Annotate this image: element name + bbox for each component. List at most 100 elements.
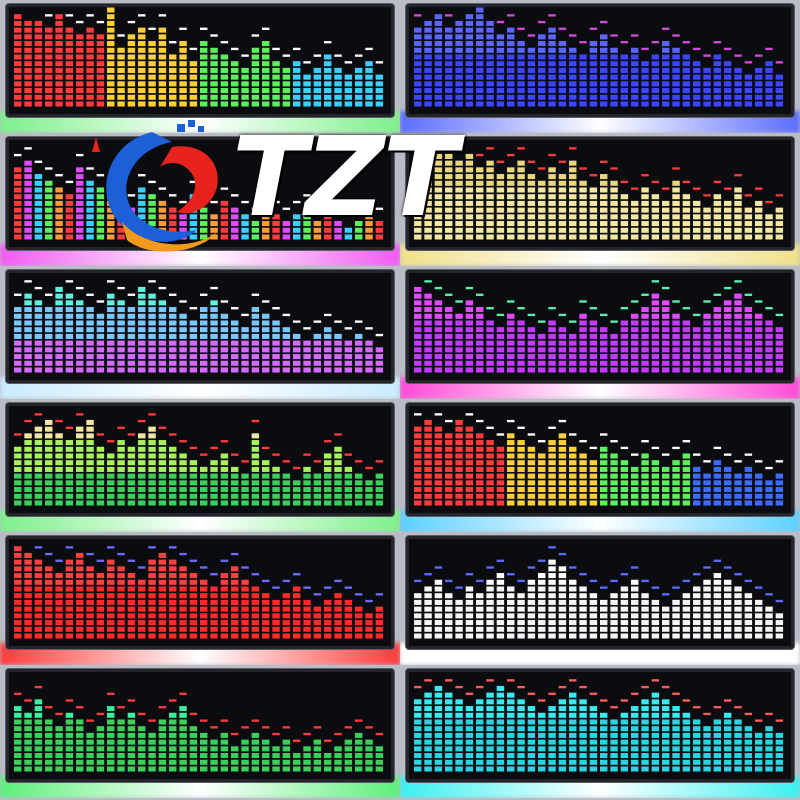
spectrum-bar (496, 160, 505, 240)
spectrum-bar (610, 706, 618, 772)
peak-marker (34, 286, 43, 290)
peak-marker (527, 160, 536, 163)
peak-marker (486, 566, 494, 569)
peak-marker (241, 460, 249, 463)
peak-marker (148, 413, 156, 416)
peak-marker (344, 61, 353, 64)
spectrum-bar (138, 566, 146, 639)
peak-marker (434, 413, 443, 416)
spectrum-bar (507, 419, 515, 506)
spectrum-bar (682, 440, 691, 506)
spectrum-bar (579, 685, 587, 772)
peak-marker (272, 307, 280, 310)
peak-marker (496, 313, 505, 317)
peak-marker (744, 712, 753, 716)
spectrum-bar (641, 440, 649, 506)
peak-marker (14, 293, 22, 296)
peak-marker (96, 300, 105, 303)
peak-marker (765, 200, 773, 204)
spectrum-bar (365, 327, 373, 373)
spectrum-bar (189, 559, 198, 639)
peak-marker (354, 54, 363, 57)
peak-marker (434, 286, 443, 290)
spectrum-bar (434, 286, 443, 373)
peak-marker (610, 579, 618, 583)
spectrum-bar (76, 552, 84, 639)
spectrum-bar (579, 440, 587, 506)
peak-marker (241, 313, 249, 317)
led-matrix (6, 403, 394, 516)
spectrum-bar (507, 153, 515, 240)
peak-marker (107, 692, 115, 695)
peak-marker (703, 566, 711, 569)
peak-marker (220, 41, 229, 44)
spectrum-bar (354, 54, 363, 107)
peak-marker (517, 147, 525, 150)
spectrum-bar (65, 180, 74, 240)
spectrum-bar (292, 320, 301, 373)
spectrum-bar (158, 286, 167, 373)
peak-marker (692, 706, 701, 709)
peak-marker (569, 34, 577, 37)
peak-marker (45, 167, 53, 170)
peak-marker (723, 453, 732, 456)
peak-marker (507, 573, 515, 576)
spectrum-bar (620, 180, 629, 240)
spectrum-bar (775, 719, 784, 772)
spectrum-bar (34, 685, 43, 772)
spectrum-bar (365, 47, 373, 107)
spectrum-bar (189, 47, 198, 107)
spectrum-bar (241, 313, 249, 373)
peak-marker (303, 453, 311, 456)
peak-marker (55, 419, 63, 423)
peak-marker (527, 566, 536, 569)
spectrum-bar (569, 320, 577, 373)
spectrum-bar (465, 153, 474, 240)
spectrum-bar (86, 419, 94, 506)
peak-marker (723, 286, 732, 290)
peak-marker (672, 167, 680, 170)
spectrum-bar (692, 706, 701, 772)
peak-marker (630, 453, 639, 456)
spectrum-bar (261, 300, 270, 373)
peak-marker (55, 559, 63, 562)
peak-marker (661, 453, 670, 456)
spectrum-bar (323, 586, 332, 639)
peak-marker (765, 307, 773, 310)
spectrum-bar (272, 453, 280, 506)
spectrum-bar (107, 280, 115, 373)
spectrum-bar (365, 726, 373, 772)
spectrum-bar (445, 679, 453, 772)
peak-marker (179, 440, 187, 443)
spectrum-bar (641, 293, 649, 373)
peak-marker (313, 207, 322, 210)
peak-marker (620, 307, 629, 310)
spectrum-bar (610, 579, 618, 639)
peak-marker (682, 579, 691, 583)
spectrum-bar (744, 712, 753, 772)
spectrum-bar (713, 293, 722, 373)
spectrum-bar (600, 20, 608, 107)
peak-marker (24, 280, 32, 283)
peak-marker (476, 685, 484, 689)
spectrum-bar (200, 719, 208, 772)
spectrum-bar (661, 187, 670, 240)
spectrum-bar (548, 153, 556, 240)
peak-marker (45, 552, 53, 556)
peak-marker (292, 47, 301, 51)
spectrum-bar (55, 559, 63, 639)
spectrum-bar (538, 440, 546, 506)
peak-marker (334, 732, 342, 736)
peak-marker (558, 313, 567, 317)
peak-marker (744, 61, 753, 64)
peak-marker (251, 207, 260, 210)
peak-marker (600, 586, 608, 589)
peak-marker (138, 174, 146, 177)
peak-marker (282, 726, 291, 729)
led-matrix (406, 137, 794, 250)
peak-marker (414, 685, 422, 689)
peak-marker (158, 426, 167, 429)
spectrum-bar (651, 41, 660, 107)
peak-marker (548, 692, 556, 695)
spectrum-bar (476, 7, 484, 107)
